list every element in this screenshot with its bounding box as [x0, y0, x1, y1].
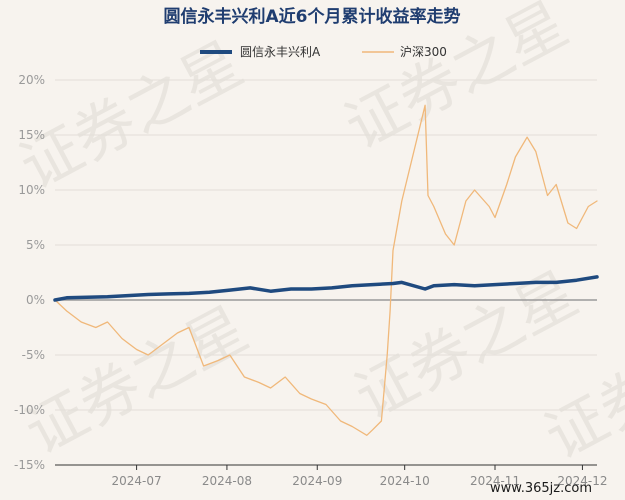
y-tick-label: -5%: [22, 348, 45, 362]
watermark-text: 证券之星: [9, 29, 254, 203]
y-tick-label: 0%: [26, 293, 45, 307]
chart-title: 圆信永丰兴利A近6个月累计收益率走势: [164, 6, 461, 27]
legend-label-index: 沪深300: [400, 45, 447, 59]
x-tick-label: 2024-08: [202, 474, 252, 488]
legend: 圆信永丰兴利A 沪深300: [200, 45, 447, 59]
watermark-text: 证券之星: [14, 294, 259, 468]
y-tick-label: 15%: [18, 128, 45, 142]
x-tick-label: 2024-10: [380, 474, 430, 488]
y-tick-label: 5%: [26, 238, 45, 252]
series-layer: [53, 104, 599, 436]
x-tick-label: 2024-12: [557, 474, 607, 488]
x-axis: 2024-07 2024-08 2024-09 2024-10 2024-11 2024-…: [55, 464, 608, 488]
site-watermark: www.365jz.com: [490, 481, 592, 496]
y-tick-label: -15%: [14, 458, 45, 472]
x-tick-label: 2024-11: [470, 474, 520, 488]
y-tick-label: 20%: [18, 73, 45, 87]
y-axis: 20% 15% 10% 5% 0% -5% -10% -15%: [14, 73, 45, 472]
series-line-fund: [53, 275, 599, 302]
series-line-index: [54, 104, 598, 436]
y-tick-label: -10%: [14, 403, 45, 417]
y-tick-label: 10%: [18, 183, 45, 197]
x-tick-label: 2024-09: [292, 474, 342, 488]
x-tick-label: 2024-07: [112, 474, 162, 488]
legend-label-fund: 圆信永丰兴利A: [240, 45, 321, 59]
